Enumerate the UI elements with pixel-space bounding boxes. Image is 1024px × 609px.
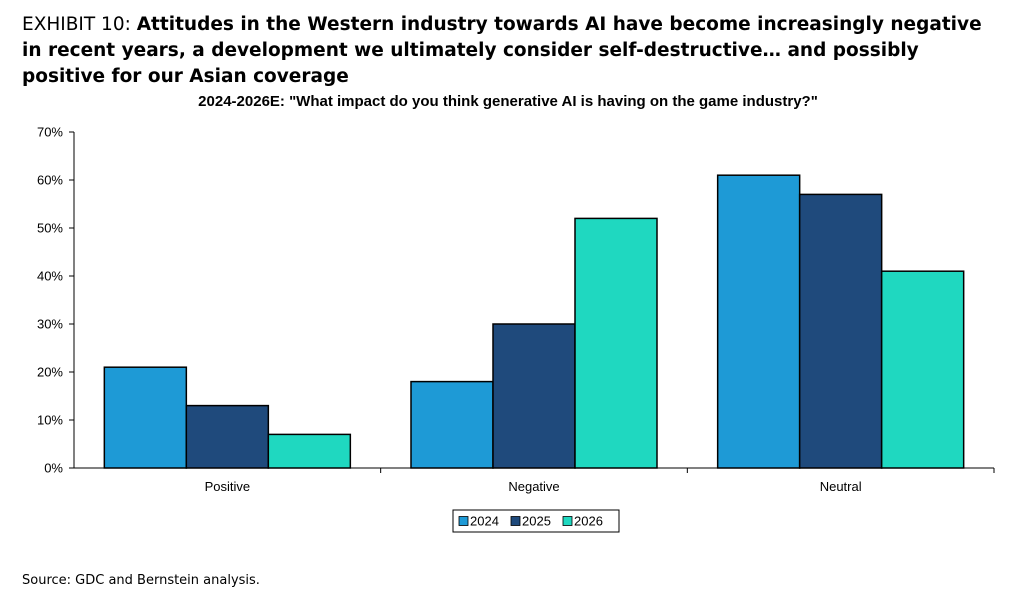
- legend-label-2025: 2025: [522, 514, 551, 529]
- bar-chart: 2024-2026E: "What impact do you think ge…: [37, 93, 995, 533]
- y-tick-label: 10%: [37, 413, 63, 428]
- bar-positive-2025: [185, 404, 270, 469]
- y-tick-label: 40%: [37, 269, 63, 284]
- legend-box: [452, 509, 620, 533]
- y-tick-label: 50%: [37, 221, 63, 236]
- bar-negative-2025: [492, 323, 576, 469]
- source-note: Source: GDC and Bernstein analysis.: [22, 573, 260, 588]
- bar-negative-2024: [410, 380, 494, 469]
- bar-positive-2024: [103, 366, 188, 469]
- y-tick-label: 70%: [37, 125, 63, 140]
- y-tick-label: 20%: [37, 365, 63, 380]
- x-category-label: Positive: [205, 479, 251, 494]
- legend-swatch-2025: [510, 516, 521, 526]
- bar-negative-2026: [574, 217, 658, 469]
- exhibit-label: EXHIBIT 10:: [22, 14, 131, 35]
- x-category-label: Neutral: [820, 479, 862, 494]
- legend-swatch-2024: [458, 516, 469, 526]
- bar-neutral-2026: [880, 270, 965, 469]
- y-tick-label: 30%: [37, 317, 63, 332]
- x-category-label: Negative: [508, 479, 559, 494]
- y-tick-label: 60%: [37, 173, 63, 188]
- bar-neutral-2025: [798, 193, 883, 469]
- legend-label-2024: 2024: [470, 514, 499, 529]
- exhibit-headline: Attitudes in the Western industry toward…: [22, 14, 982, 87]
- exhibit-title: EXHIBIT 10: Attitudes in the Western ind…: [22, 12, 1007, 90]
- bar-positive-2026: [267, 433, 352, 469]
- bar-neutral-2024: [716, 174, 801, 469]
- y-tick-label: 0%: [44, 461, 63, 476]
- legend-label-2026: 2026: [574, 514, 603, 529]
- chart-title: 2024-2026E: "What impact do you think ge…: [198, 93, 818, 110]
- legend-swatch-2026: [562, 516, 573, 526]
